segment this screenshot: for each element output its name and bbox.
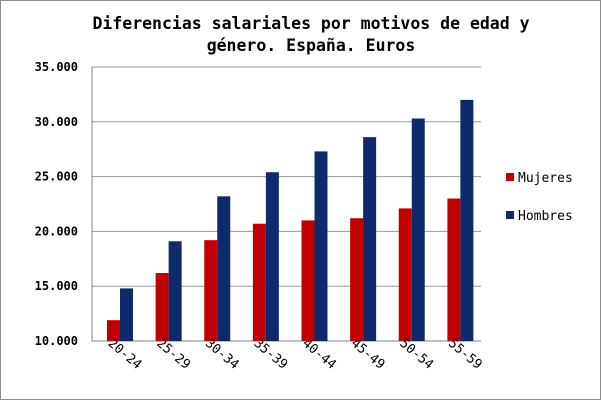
bar-hombres bbox=[460, 99, 474, 341]
bar-hombres bbox=[314, 151, 328, 341]
bar-mujeres bbox=[301, 220, 315, 341]
legend-swatch-hombres bbox=[506, 211, 514, 219]
y-tick-label: 15.000 bbox=[35, 279, 78, 293]
bar-hombres bbox=[120, 288, 133, 341]
bar-mujeres bbox=[155, 273, 169, 341]
x-tick-label: 50-54 bbox=[396, 336, 436, 373]
y-tick-label: 20.000 bbox=[35, 224, 78, 238]
bar-hombres bbox=[411, 118, 425, 342]
bar-mujeres bbox=[204, 240, 218, 341]
y-tick-label: 35.000 bbox=[35, 60, 78, 74]
y-tick-label: 30.000 bbox=[35, 115, 78, 129]
bar-hombres bbox=[217, 196, 231, 341]
legend-label-hombres: Hombres bbox=[518, 209, 573, 224]
legend-swatch-mujeres bbox=[506, 173, 514, 181]
bar-mujeres bbox=[107, 320, 120, 341]
x-tick-label: 20-24 bbox=[105, 336, 145, 373]
y-tick-label: 10.000 bbox=[35, 334, 78, 348]
x-tick-label: 40-44 bbox=[299, 336, 339, 373]
bar-hombres bbox=[265, 172, 279, 341]
x-tick-label: 30-34 bbox=[202, 336, 242, 373]
bar-hombres bbox=[363, 137, 377, 341]
y-tick-label: 25.000 bbox=[35, 170, 78, 184]
legend-label-mujeres: Mujeres bbox=[518, 171, 573, 186]
chart-title: Diferencias salariales por motivos de ed… bbox=[92, 14, 530, 55]
bar-mujeres bbox=[398, 208, 412, 341]
bar-mujeres bbox=[350, 218, 364, 341]
bar-mujeres bbox=[252, 223, 266, 341]
bar-mujeres bbox=[447, 198, 461, 341]
bar-hombres bbox=[168, 241, 182, 341]
